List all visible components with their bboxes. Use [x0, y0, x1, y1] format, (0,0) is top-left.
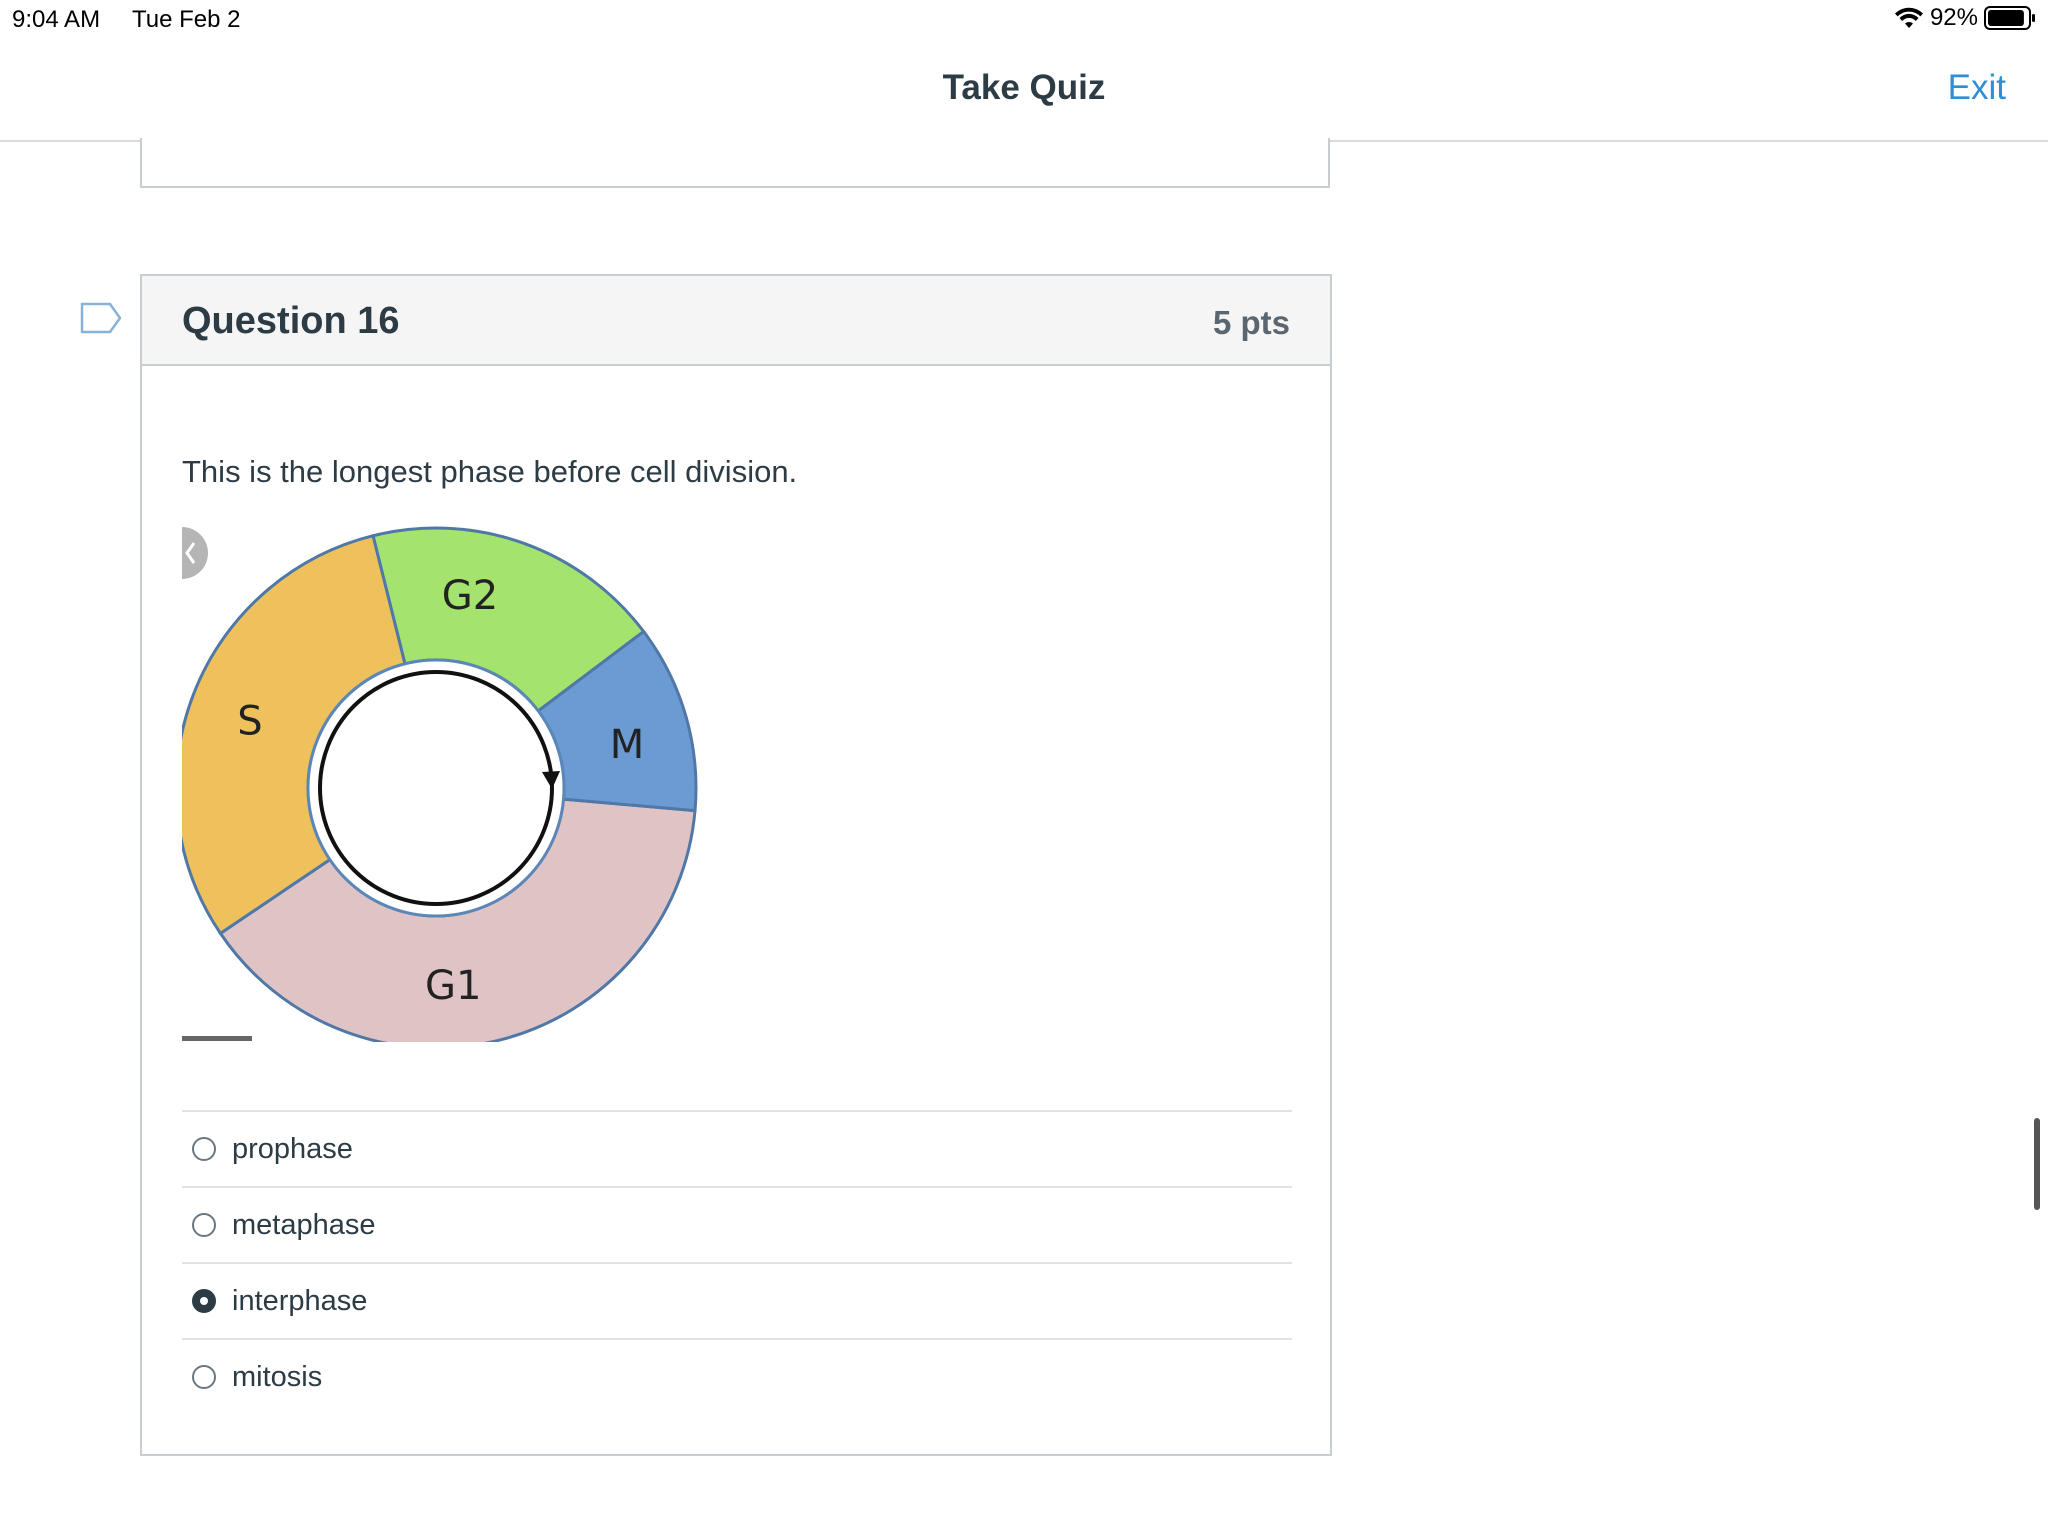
answer-option-metaphase[interactable]: metaphase	[182, 1188, 1292, 1264]
phase-label-g2: G2	[442, 573, 498, 619]
radio-button[interactable]	[192, 1365, 216, 1389]
phase-label-g1: G1	[425, 963, 481, 1009]
answer-list: prophase metaphase interphase mitosis	[182, 1110, 1292, 1414]
image-underline	[182, 1036, 252, 1041]
previous-question-card	[140, 138, 1330, 188]
inner-circle	[306, 658, 566, 918]
previous-image-chevron-icon[interactable]	[182, 527, 208, 579]
cell-cycle-svg: G1 S G2 M	[182, 526, 698, 1042]
answer-label: prophase	[232, 1132, 353, 1165]
page-title: Take Quiz	[942, 68, 1106, 107]
scroll-indicator[interactable]	[2034, 1118, 2040, 1210]
radio-button[interactable]	[192, 1213, 216, 1237]
question-points: 5 pts	[1212, 304, 1290, 341]
cycle-arrow-head-icon	[542, 771, 560, 789]
battery-icon	[1984, 6, 2035, 30]
answer-option-interphase[interactable]: interphase	[182, 1264, 1292, 1340]
exit-button[interactable]: Exit	[1947, 68, 2006, 107]
radio-button[interactable]	[192, 1289, 216, 1313]
question-title: Question 16	[182, 300, 400, 342]
answer-option-prophase[interactable]: prophase	[182, 1112, 1292, 1188]
question-card: Question 16 5 pts This is the longest ph…	[140, 274, 1332, 1456]
status-time: 9:04 AM	[12, 6, 101, 33]
phase-label-s: S	[237, 698, 262, 744]
status-date: Tue Feb 2	[132, 6, 241, 33]
battery-percent: 92%	[1929, 4, 1978, 31]
question-text: This is the longest phase before cell di…	[182, 454, 798, 489]
question-header: Question 16 5 pts	[142, 276, 1330, 366]
cell-cycle-diagram: G1 S G2 M	[182, 526, 722, 1042]
answer-label: interphase	[232, 1284, 368, 1317]
status-indicators: 92%	[1894, 4, 2036, 32]
wifi-icon	[1894, 7, 1923, 28]
phase-label-m: M	[610, 722, 645, 768]
nav-header: Take Quiz Exit	[0, 40, 2048, 142]
flag-question-icon[interactable]	[80, 302, 122, 334]
answer-option-mitosis[interactable]: mitosis	[182, 1340, 1292, 1414]
status-bar: 9:04 AM Tue Feb 2 92%	[0, 0, 2048, 40]
answer-label: metaphase	[232, 1208, 376, 1241]
radio-button[interactable]	[192, 1137, 216, 1161]
answer-label: mitosis	[232, 1360, 323, 1393]
